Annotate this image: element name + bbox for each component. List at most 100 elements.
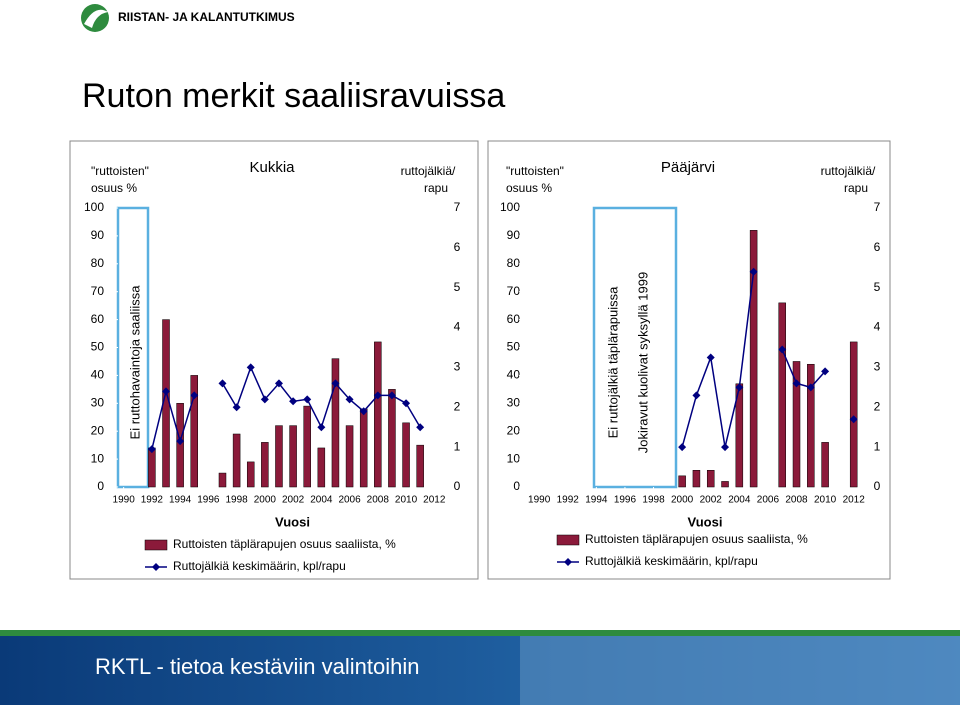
x-tick-label: 2006	[757, 495, 780, 506]
footer-image	[520, 636, 960, 705]
footer-stripe	[0, 630, 960, 636]
bar	[374, 341, 382, 488]
y-tick-label: 50	[507, 340, 521, 354]
x-tick-label: 1990	[113, 495, 136, 506]
line-marker	[303, 395, 312, 404]
line-marker	[416, 423, 425, 432]
no-data-box	[592, 206, 678, 489]
x-axis-label: Vuosi	[688, 514, 723, 529]
y2-tick-label: 7	[454, 200, 461, 214]
y2-axis-label: ruttojälkiä/	[821, 164, 876, 178]
y-tick-label: 70	[507, 284, 521, 298]
line-marker	[402, 399, 411, 408]
line-marker	[147, 445, 156, 454]
x-tick-label: 1994	[169, 495, 192, 506]
y2-tick-label: 4	[454, 320, 461, 334]
slide-title: Ruton merkit saaliisravuissa	[82, 77, 505, 115]
line-marker	[806, 383, 815, 392]
x-tick-label: 1996	[197, 495, 220, 506]
y2-tick-label: 5	[454, 280, 461, 294]
y-axis-label: osuus %	[506, 181, 552, 195]
bar	[289, 425, 297, 488]
legend-label: Ruttojälkiä keskimäärin, kpl/rapu	[585, 554, 758, 568]
annotation: Jokiravut kuolivat syksyllä 1999	[635, 272, 650, 453]
line-marker	[821, 367, 830, 376]
line-marker	[317, 423, 326, 432]
line-marker	[218, 379, 227, 388]
y-tick-label: 10	[91, 451, 105, 465]
line-marker	[345, 395, 354, 404]
y2-tick-label: 0	[454, 479, 461, 493]
x-tick-label: 2010	[814, 495, 837, 506]
y-tick-label: 90	[507, 228, 521, 242]
bar	[749, 230, 758, 488]
line-marker	[260, 395, 269, 404]
line-marker	[792, 379, 801, 388]
line-marker	[162, 387, 171, 396]
y-tick-label: 40	[507, 368, 521, 382]
annotation: Ei ruttojälkiä täplärapuissa	[605, 286, 620, 439]
bar	[317, 447, 326, 488]
x-tick-label: 2002	[282, 495, 305, 506]
y-tick-label: 60	[507, 312, 521, 326]
organization: RIISTAN- JA KALANTUTKIMUS	[118, 10, 295, 24]
bar	[402, 422, 410, 488]
annotation: Ei ruttohavaintoja saaliissa	[127, 285, 142, 440]
x-tick-label: 1992	[557, 495, 580, 506]
chart-title: Kukkia	[249, 159, 295, 176]
y-tick-label: 70	[91, 284, 105, 298]
y2-tick-label: 1	[454, 439, 461, 453]
x-tick-label: 2002	[700, 495, 723, 506]
y2-tick-label: 2	[454, 399, 461, 413]
line-marker	[735, 383, 744, 392]
y-tick-label: 100	[84, 200, 104, 214]
x-tick-label: 2006	[338, 495, 361, 506]
x-tick-label: 1994	[585, 495, 608, 506]
bar	[388, 389, 396, 488]
x-tick-label: 2008	[367, 495, 390, 506]
x-tick-label: 2004	[728, 495, 751, 506]
y2-axis-label: rapu	[844, 181, 868, 195]
bar	[275, 425, 283, 488]
y2-tick-label: 3	[454, 360, 461, 374]
bar	[692, 470, 701, 488]
y-tick-label: 100	[500, 200, 520, 214]
bar	[721, 481, 729, 488]
y-tick-label: 20	[507, 423, 521, 437]
bar	[849, 341, 858, 488]
x-tick-label: 1998	[225, 495, 248, 506]
line-marker	[289, 397, 298, 406]
line-marker	[778, 345, 787, 354]
x-tick-label: 1996	[614, 495, 637, 506]
x-tick-label: 2000	[254, 495, 277, 506]
y-tick-label: 30	[91, 395, 105, 409]
bar	[345, 425, 354, 488]
logo-mark	[84, 9, 108, 28]
bar	[190, 375, 198, 488]
y-tick-label: 0	[513, 479, 520, 493]
x-axis-label: Vuosi	[275, 514, 310, 529]
bar	[792, 361, 801, 488]
line-marker	[176, 437, 185, 446]
bar	[778, 302, 786, 488]
y2-tick-label: 7	[874, 200, 881, 214]
footer-text: RKTL - tietoa kestäviin valintoihin	[95, 654, 419, 679]
y2-tick-label: 4	[874, 320, 881, 334]
y2-axis-label: ruttojälkiä/	[401, 164, 456, 178]
legend-label: Ruttoisten täplärapujen osuus saaliista,…	[585, 532, 808, 546]
y-tick-label: 90	[91, 228, 105, 242]
y-axis-label: osuus %	[91, 181, 137, 195]
y-tick-label: 50	[91, 340, 105, 354]
bar	[331, 358, 340, 488]
y2-axis-label: rapu	[424, 181, 448, 195]
y-tick-label: 80	[91, 256, 105, 270]
y-tick-label: 20	[91, 423, 105, 437]
bar	[246, 461, 255, 488]
bar	[359, 408, 368, 488]
y2-tick-label: 5	[874, 280, 881, 294]
line-marker	[331, 379, 340, 388]
y2-tick-label: 0	[874, 479, 881, 493]
y-tick-label: 10	[507, 451, 521, 465]
line-marker	[246, 363, 255, 372]
